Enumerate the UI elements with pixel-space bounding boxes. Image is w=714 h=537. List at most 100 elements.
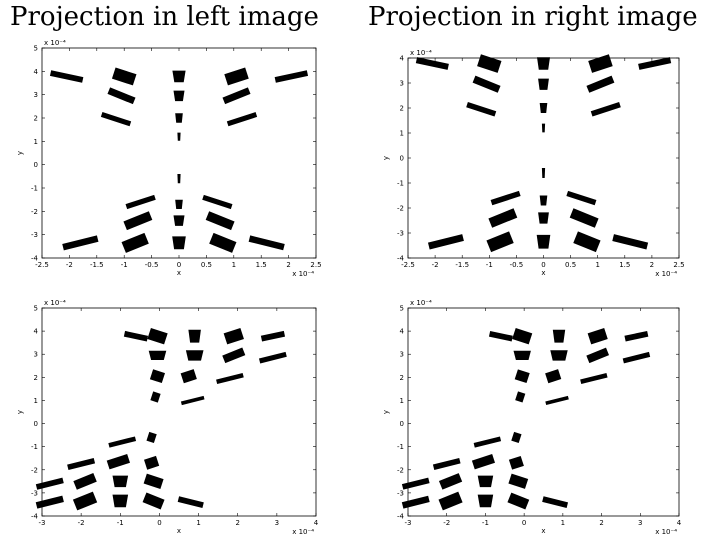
x-tick-label: 0	[522, 519, 526, 527]
plot-panel-2: -2.5 -2 -1.5 -1 -0.5 0 0.5 1 1.5 2 2.5 -4 -3 -2 -1 0 1 2 3…	[382, 49, 685, 278]
x-tick-label: 3	[638, 519, 642, 527]
y-exponent-label: x 10⁻⁴	[44, 39, 66, 47]
projected-point-mark	[148, 350, 167, 360]
projected-point-mark	[488, 208, 518, 228]
y-tick-label: 0	[34, 420, 38, 428]
projected-point-mark	[149, 369, 166, 384]
projected-point-mark	[586, 347, 610, 364]
x-tick-label: -1	[482, 519, 489, 527]
projected-point-mark	[477, 475, 494, 488]
x-tick-label: 4	[677, 519, 682, 527]
projected-point-mark	[515, 391, 526, 403]
projected-point-mark	[185, 350, 204, 361]
x-tick-label: 2.5	[310, 261, 321, 269]
projected-point-mark	[513, 350, 531, 360]
y-tick-label: -1	[397, 180, 404, 188]
projected-point-mark	[258, 351, 287, 364]
y-tick-label: -4	[397, 255, 405, 263]
projected-point-mark	[512, 327, 533, 345]
projected-point-mark	[538, 78, 549, 90]
x-exponent-label: x 10⁻⁴	[655, 528, 677, 536]
projected-point-mark	[488, 330, 513, 342]
x-tick-label: 2	[599, 519, 603, 527]
projected-point-mark	[106, 453, 130, 470]
projected-point-mark	[226, 112, 258, 127]
projected-point-mark	[62, 235, 99, 251]
y-tick-label: 5	[400, 305, 404, 313]
projected-point-mark	[188, 329, 201, 343]
x-tick-label: 1	[561, 519, 565, 527]
projected-point-mark	[537, 57, 550, 70]
projected-point-mark	[180, 369, 197, 384]
x-tick-label: 0	[541, 261, 545, 269]
projected-point-mark	[511, 431, 522, 443]
y-tick-label: -3	[397, 489, 404, 497]
projected-point-mark	[177, 174, 181, 184]
projected-point-mark	[550, 350, 568, 361]
projected-point-mark	[545, 369, 562, 384]
projected-point-mark	[108, 436, 137, 448]
projected-point-mark	[545, 395, 569, 406]
x-axis-label: x	[177, 527, 181, 535]
projected-point-mark	[552, 329, 566, 343]
x-tick-label: 0	[157, 519, 161, 527]
y-tick-label: 3	[400, 351, 404, 359]
x-tick-label: 2.5	[673, 261, 684, 269]
projected-point-mark	[142, 492, 165, 510]
projected-point-mark	[223, 327, 244, 345]
x-axis-label: x	[541, 269, 545, 277]
x-tick-label: 1.5	[256, 261, 267, 269]
projected-point-mark	[401, 477, 430, 490]
y-tick-label: -2	[397, 205, 404, 213]
y-axis-label: y	[16, 151, 24, 155]
x-tick-label: 1.5	[619, 261, 630, 269]
projected-point-mark	[216, 372, 244, 385]
y-tick-label: 1	[400, 397, 404, 405]
y-tick-label: -1	[31, 185, 38, 193]
y-tick-label: -4	[31, 255, 39, 263]
projected-point-mark	[73, 473, 97, 490]
x-axis-label: x	[541, 527, 545, 535]
plot-frame	[41, 307, 317, 517]
projected-point-mark	[125, 194, 156, 210]
y-tick-label: -2	[31, 208, 38, 216]
x-axis-label: x	[177, 269, 181, 277]
y-tick-label: 5	[34, 305, 38, 313]
projected-point-mark	[471, 454, 496, 470]
projected-point-mark	[507, 492, 530, 510]
x-tick-label: -0.5	[145, 261, 159, 269]
y-tick-label: 1	[400, 130, 404, 138]
x-tick-label: 0	[177, 261, 181, 269]
projected-point-mark	[539, 195, 548, 206]
x-tick-label: 2	[286, 261, 290, 269]
projected-point-mark	[536, 234, 551, 249]
x-exponent-label: x 10⁻⁴	[655, 270, 677, 278]
y-exponent-label: x 10⁻⁴	[410, 299, 432, 307]
projected-point-mark	[569, 208, 599, 228]
left-column-title: Projection in left image	[10, 2, 319, 32]
y-tick-label: 0	[400, 155, 404, 163]
y-tick-label: 4	[400, 55, 405, 63]
projected-point-mark	[180, 395, 205, 406]
y-tick-label: 3	[34, 91, 38, 99]
x-exponent-label: x 10⁻⁴	[292, 270, 314, 278]
projected-point-mark	[477, 54, 502, 73]
x-tick-label: -0.5	[510, 261, 524, 269]
projected-point-mark	[172, 70, 186, 83]
y-tick-label: 0	[400, 420, 404, 428]
projected-point-mark	[432, 457, 461, 470]
projected-point-mark	[586, 75, 615, 93]
y-tick-label: 2	[34, 374, 38, 382]
projected-point-mark	[274, 70, 309, 83]
projected-point-mark	[541, 123, 546, 133]
projected-point-mark	[580, 372, 608, 384]
x-exponent-label: x 10⁻⁴	[292, 528, 314, 536]
projected-point-mark	[486, 231, 514, 253]
projected-point-mark	[438, 491, 463, 511]
y-tick-label: -3	[397, 230, 404, 238]
projected-point-mark	[146, 431, 157, 443]
projected-point-mark	[622, 351, 651, 364]
y-tick-label: 3	[400, 80, 404, 88]
